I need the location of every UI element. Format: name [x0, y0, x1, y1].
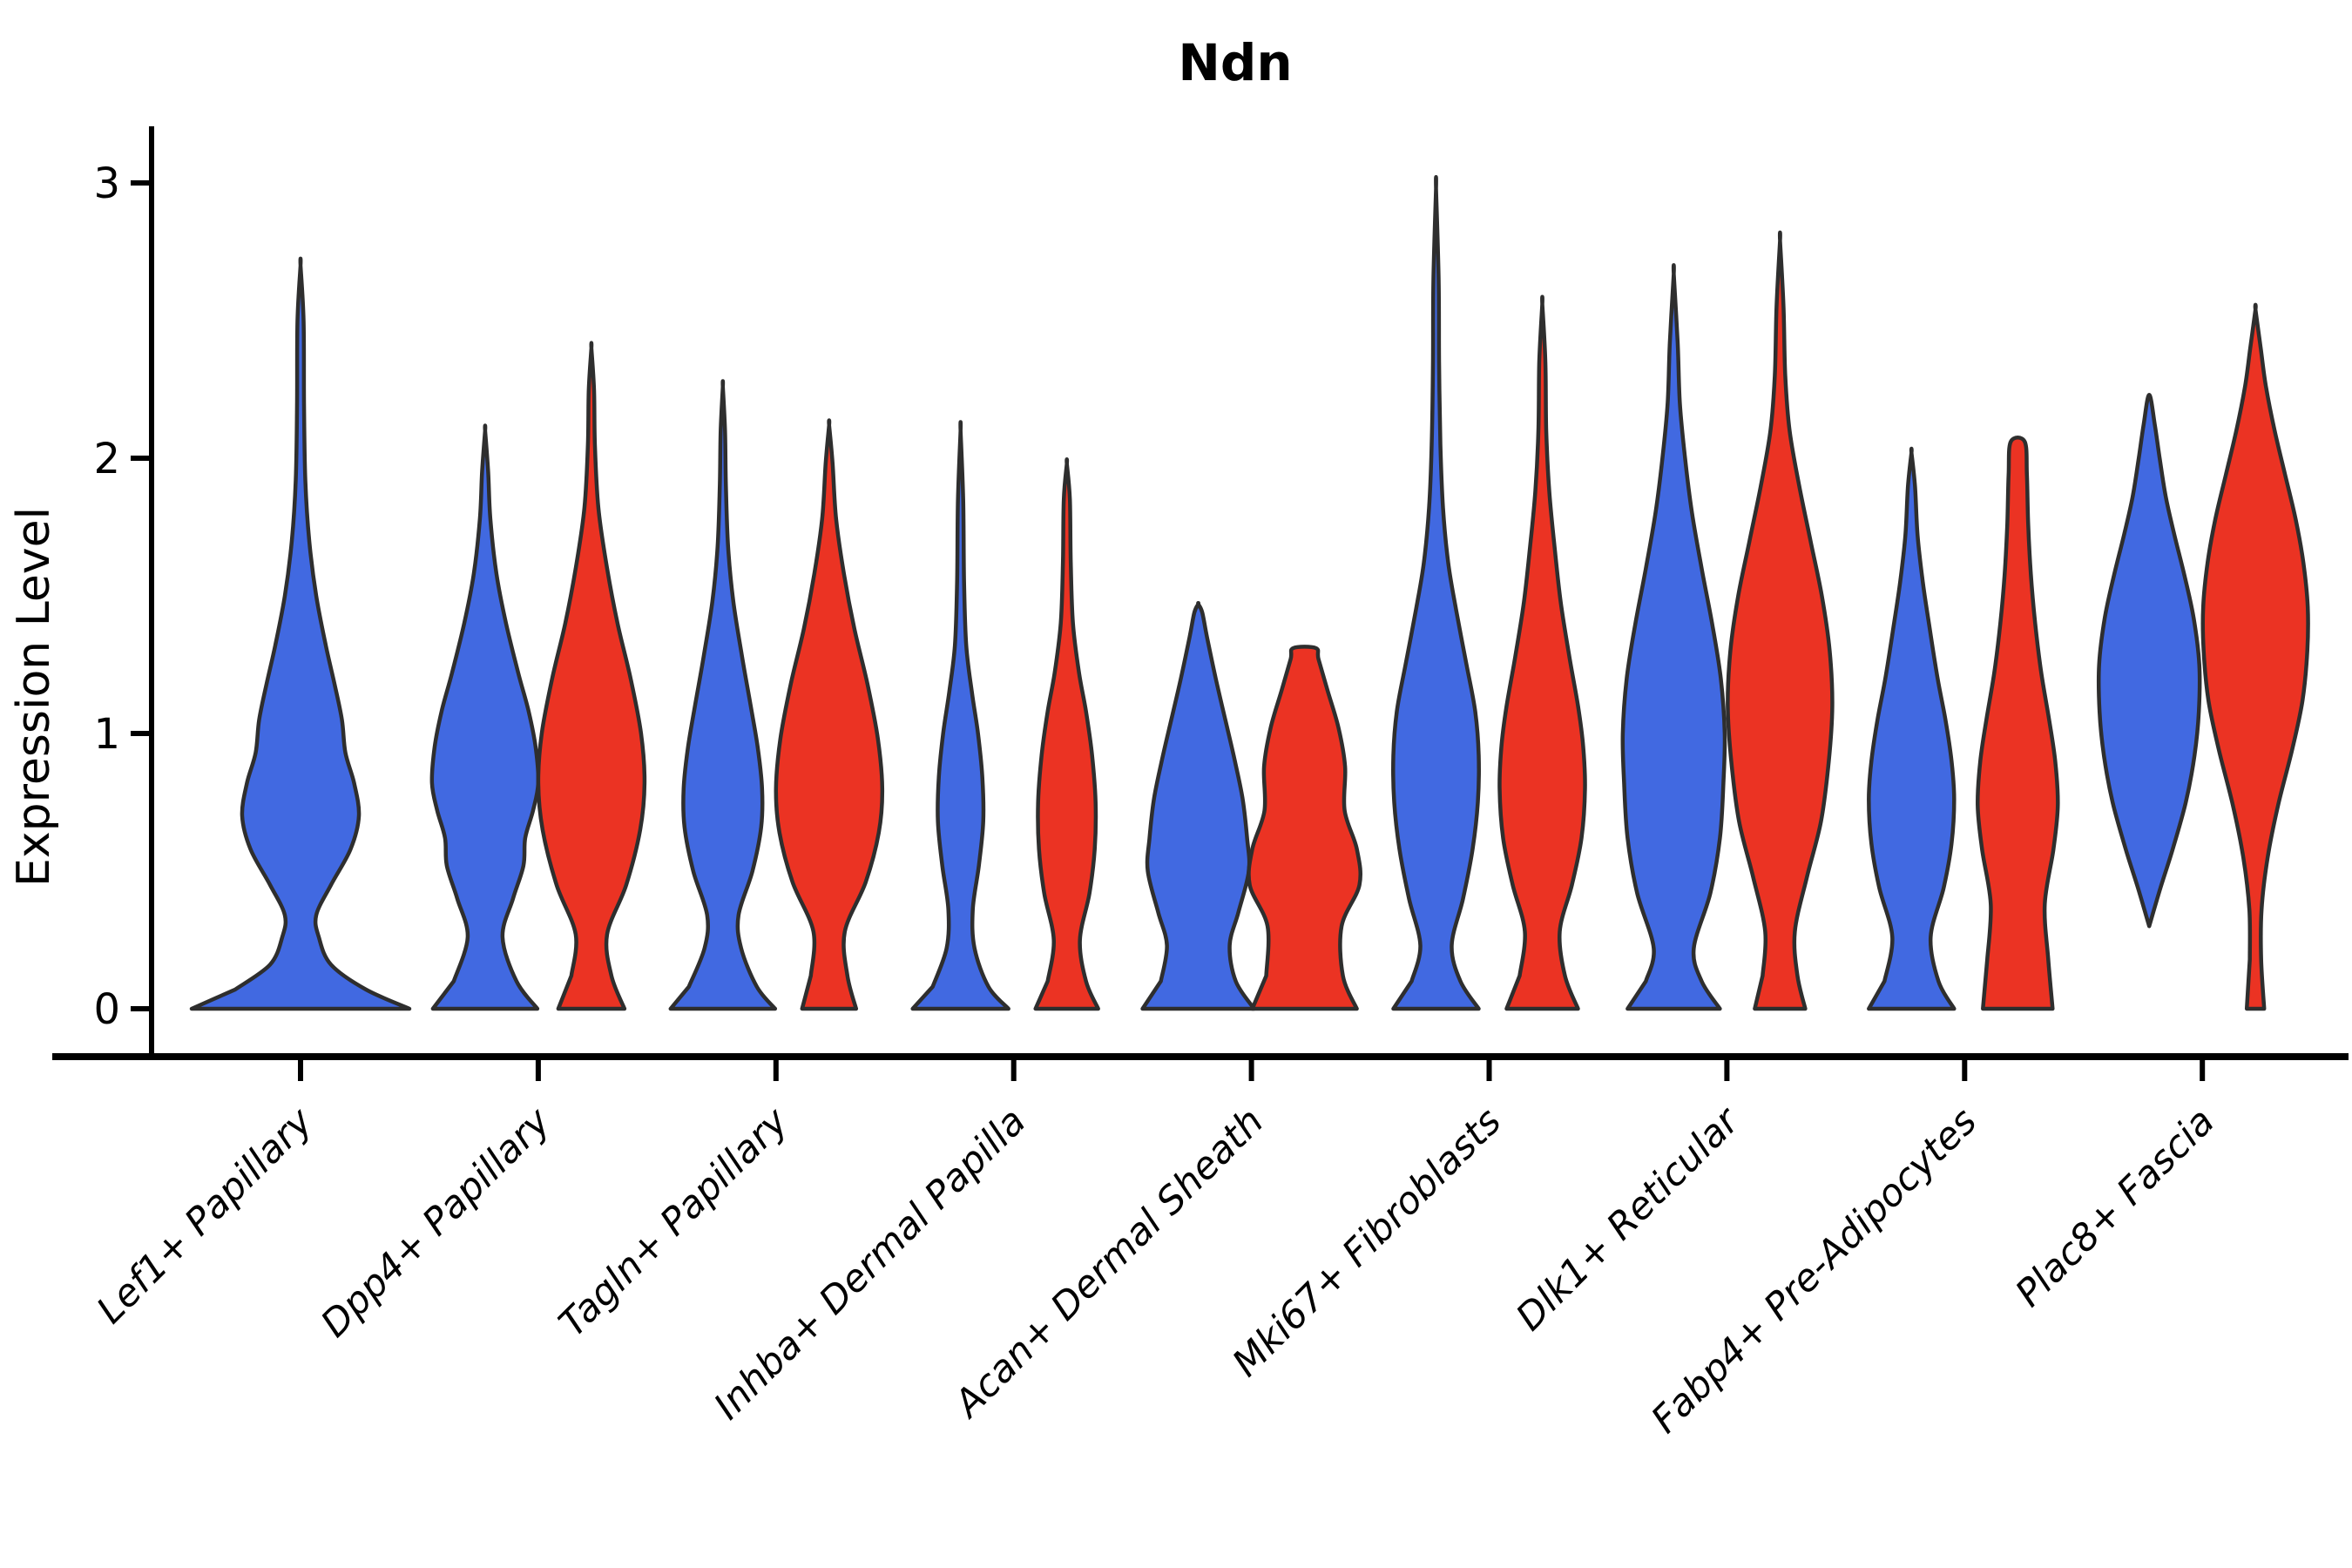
y-axis-ticks: 0 1 2 3	[93, 159, 152, 1034]
violin-acan-red	[1247, 645, 1362, 1011]
violin-lef1-blue	[189, 256, 412, 1011]
y-tick-label: 1	[93, 710, 120, 759]
violin-fabp4-blue	[1867, 446, 1957, 1011]
violin-mki67-blue	[1391, 175, 1481, 1011]
x-tick-label: Mki67+ Fibroblasts	[1224, 1099, 1510, 1385]
violin-acan-blue	[1140, 601, 1256, 1011]
y-tick-label: 3	[93, 159, 120, 208]
violin-plac8-blue	[2096, 393, 2202, 929]
violin-dpp4-blue	[429, 423, 541, 1011]
x-tick-label: Lef1+ Papillary	[89, 1099, 321, 1332]
x-tick-label: Plac8+ Fascia	[2007, 1099, 2223, 1315]
x-tick-label: Dpp4+ Papillary	[313, 1099, 559, 1346]
violin-fabp4-red	[1976, 436, 2060, 1011]
violin-tagln-red	[774, 418, 885, 1011]
violin-mki67-red	[1497, 294, 1587, 1011]
violin-plac8-red	[2200, 302, 2310, 1011]
violin-inhba-red	[1033, 456, 1100, 1011]
y-axis-title: Expression Level	[8, 507, 60, 887]
violin-dlk1-red	[1726, 230, 1835, 1011]
y-tick-label: 0	[93, 985, 120, 1034]
x-tick-label: Dlk1+ Reticular	[1508, 1098, 1749, 1340]
violin-inhba-blue	[910, 420, 1010, 1011]
x-tick-label: Tagln+ Papillary	[551, 1099, 797, 1346]
violin-dlk1-blue	[1620, 263, 1727, 1011]
violins-group	[189, 175, 2310, 1011]
plot-title: Ndn	[1178, 33, 1292, 92]
violin-tagln-blue	[668, 379, 778, 1011]
violin-dpp4-red	[536, 341, 647, 1011]
y-tick-label: 2	[93, 435, 120, 483]
